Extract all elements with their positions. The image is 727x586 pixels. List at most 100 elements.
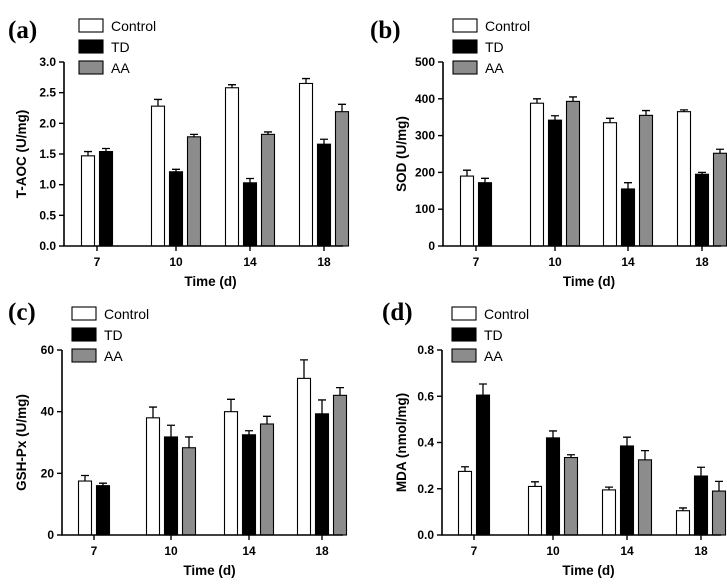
- bar-td-18: [316, 143, 332, 247]
- legend-label-td: TD: [111, 39, 130, 55]
- error-bar-control-7: [81, 474, 89, 482]
- error-bar-control-18: [680, 109, 688, 112]
- bar-td-14: [242, 182, 258, 247]
- error-bar-control-18: [300, 359, 308, 379]
- error-bar-control-7: [463, 169, 471, 177]
- bar-control-10: [150, 105, 166, 247]
- error-bar-control-7: [84, 150, 92, 156]
- bar-td-10: [547, 119, 563, 247]
- bar-control-14: [223, 411, 239, 536]
- error-bar-aa-10: [567, 454, 575, 458]
- y-tick-label: 0.2: [417, 482, 434, 496]
- legend-swatch-control: [71, 306, 97, 321]
- bar-td-14: [619, 445, 635, 536]
- bar-td-7: [477, 182, 493, 247]
- x-tick-label: 14: [243, 255, 257, 269]
- panel-a: (a) Control TD AA 7 10 14 18 0.0 0.5 1.0 1.5 2.0 2.5 3…: [8, 17, 350, 289]
- error-bar-aa-10: [569, 96, 577, 102]
- x-tick-label: 7: [91, 544, 98, 558]
- error-bar-aa-18: [715, 480, 723, 492]
- legend-swatch-td: [71, 327, 97, 342]
- panel-label: (d): [382, 299, 413, 326]
- error-bar-td-14: [623, 436, 631, 446]
- x-axis-title: Time (d): [563, 274, 615, 289]
- bar-control-18: [676, 111, 692, 247]
- error-bar-control-14: [227, 398, 235, 412]
- error-bar-control-7: [461, 466, 469, 472]
- y-tick-label: 40: [41, 405, 55, 419]
- error-bar-td-18: [697, 466, 705, 477]
- legend-label-aa: AA: [111, 60, 130, 76]
- error-bar-aa-14: [264, 131, 272, 135]
- error-bar-aa-14: [641, 449, 649, 460]
- panel-d: (d) Control TD AA 7 10 14 18 0.0 0.2 0.4 0.6 0.8 Time…: [382, 299, 727, 578]
- bar-control-14: [224, 87, 240, 247]
- y-tick-label: 0: [428, 239, 435, 253]
- y-tick-label: 200: [415, 165, 435, 179]
- error-bar-aa-18: [338, 103, 346, 112]
- y-tick-label: 1.0: [39, 178, 56, 192]
- x-axis-title: Time (d): [562, 563, 614, 578]
- error-bar-control-10: [154, 98, 162, 107]
- y-tick-label: 300: [415, 129, 435, 143]
- error-bar-control-14: [605, 486, 613, 490]
- y-tick-label: 0.5: [39, 208, 56, 222]
- y-tick-label: 0.0: [417, 528, 434, 542]
- legend-label-control: Control: [111, 18, 156, 34]
- y-tick-label: 500: [415, 55, 435, 69]
- bar-control-7: [459, 175, 475, 247]
- y-axis-title: GSH-Px (U/mg): [14, 394, 29, 491]
- bar-aa-18: [334, 111, 350, 247]
- legend-swatch-aa: [452, 60, 478, 75]
- error-bar-td-7: [481, 177, 489, 183]
- bar-aa-14: [260, 133, 276, 247]
- bar-td-14: [241, 434, 257, 536]
- legend-swatch-aa: [78, 60, 104, 75]
- bar-aa-14: [637, 459, 653, 536]
- legend-label-td: TD: [104, 327, 123, 343]
- x-tick-label: 18: [694, 544, 708, 558]
- bar-aa-14: [259, 423, 275, 536]
- bar-control-10: [145, 417, 161, 536]
- bar-aa-18: [332, 394, 348, 536]
- error-bar-control-18: [679, 507, 687, 511]
- y-tick-label: 60: [41, 343, 55, 357]
- bar-td-18: [694, 173, 710, 247]
- legend-label-td: TD: [484, 327, 503, 343]
- x-tick-label: 18: [695, 255, 709, 269]
- error-bar-td-10: [167, 424, 175, 437]
- bar-td-7: [475, 394, 491, 536]
- bar-control-7: [77, 480, 93, 536]
- legend-label-aa: AA: [484, 348, 503, 364]
- bar-td-10: [168, 171, 184, 247]
- error-bar-td-10: [549, 430, 557, 438]
- error-bar-td-14: [246, 177, 254, 183]
- y-tick-label: 2.0: [39, 116, 56, 130]
- y-tick-label: 20: [41, 466, 55, 480]
- error-bar-aa-14: [263, 415, 271, 424]
- error-bar-td-18: [318, 399, 326, 414]
- legend-label-control: Control: [485, 18, 530, 34]
- error-bar-td-18: [320, 138, 328, 145]
- bar-aa-18: [712, 152, 727, 247]
- x-tick-label: 18: [315, 544, 329, 558]
- bar-aa-10: [565, 100, 581, 247]
- bar-control-18: [675, 510, 691, 536]
- bar-control-10: [527, 485, 543, 536]
- x-tick-label: 14: [620, 544, 634, 558]
- bar-td-14: [620, 188, 636, 247]
- legend-label-aa: AA: [485, 60, 504, 76]
- bar-control-18: [296, 377, 312, 536]
- y-tick-label: 3.0: [39, 55, 56, 69]
- error-bar-td-14: [245, 430, 253, 435]
- legend-swatch-td: [78, 39, 104, 54]
- error-bar-aa-18: [716, 148, 724, 154]
- x-tick-label: 7: [94, 255, 101, 269]
- bar-control-14: [601, 489, 617, 536]
- bar-td-7: [98, 150, 114, 247]
- x-axis-title: Time (d): [183, 563, 235, 578]
- error-bar-td-7: [102, 147, 110, 152]
- x-tick-label: 7: [471, 544, 478, 558]
- x-tick-label: 10: [548, 255, 562, 269]
- x-tick-label: 14: [242, 544, 256, 558]
